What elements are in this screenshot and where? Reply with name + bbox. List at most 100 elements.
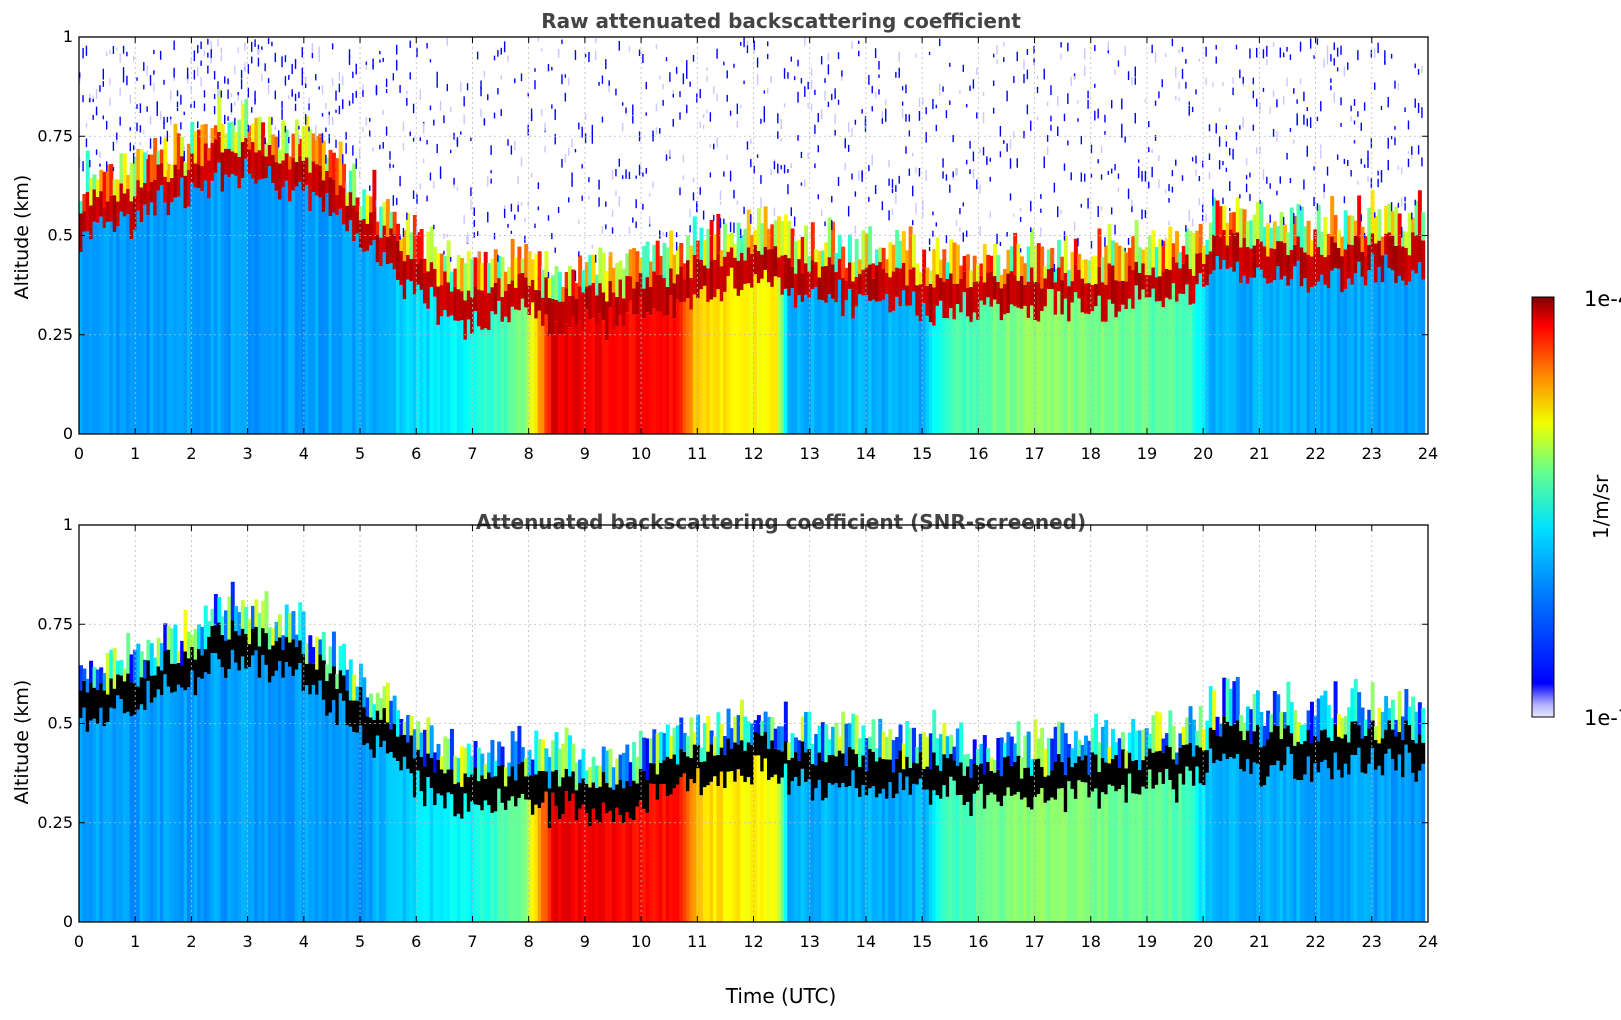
data-cell — [1158, 772, 1163, 922]
data-cell — [369, 749, 374, 922]
noise-cell — [1151, 148, 1153, 153]
data-cell — [1185, 284, 1190, 434]
data-cell — [1384, 753, 1389, 922]
data-cell — [1360, 251, 1365, 277]
data-cell — [1114, 791, 1119, 922]
data-cell — [844, 280, 849, 301]
noise-cell — [885, 108, 887, 115]
data-cell — [1144, 275, 1149, 298]
noise-cell — [743, 206, 745, 215]
noise-cell — [1235, 44, 1238, 50]
data-cell — [389, 228, 394, 264]
data-cell — [1104, 284, 1109, 322]
data-cell — [109, 195, 114, 222]
noise-cell — [331, 116, 334, 126]
data-cell — [962, 271, 967, 293]
noise-cell — [1340, 45, 1342, 55]
data-cell — [1377, 765, 1382, 922]
data-cell — [847, 722, 852, 747]
data-cell — [638, 768, 643, 801]
data-cell — [797, 785, 802, 922]
data-cell — [669, 295, 674, 434]
noise-cell — [213, 105, 216, 115]
data-cell — [429, 226, 434, 263]
data-cell — [945, 736, 950, 759]
noise-cell — [1036, 86, 1039, 94]
data-cell — [281, 160, 286, 188]
noise-cell — [1333, 42, 1335, 50]
data-cell — [723, 754, 728, 788]
data-cell — [267, 649, 272, 683]
data-cell — [1323, 729, 1328, 760]
data-cell — [989, 306, 994, 434]
data-cell — [551, 771, 556, 793]
data-cell — [831, 754, 836, 785]
data-cell — [686, 260, 691, 299]
noise-cell — [493, 55, 496, 61]
noise-cell — [338, 105, 341, 115]
noise-cell — [537, 182, 540, 190]
data-cell — [1107, 299, 1112, 434]
data-cell — [1289, 249, 1294, 280]
data-cell — [372, 210, 377, 241]
noise-cell — [385, 126, 388, 136]
noise-cell — [379, 59, 381, 63]
data-cell — [230, 620, 235, 650]
noise-cell — [834, 129, 836, 136]
data-cell — [1282, 243, 1287, 277]
data-cell — [1168, 710, 1173, 747]
noise-cell — [220, 54, 223, 62]
data-cell — [972, 312, 977, 434]
data-cell — [969, 777, 974, 816]
data-cell — [1266, 710, 1271, 740]
noise-cell — [662, 83, 664, 90]
data-cell — [686, 235, 691, 261]
data-cell — [1276, 226, 1281, 242]
data-cell — [1309, 742, 1314, 782]
noise-cell — [891, 188, 894, 194]
noise-cell — [92, 98, 94, 103]
noise-cell — [682, 175, 685, 180]
data-cell — [190, 153, 195, 183]
noise-cell — [1036, 75, 1039, 79]
data-cell — [277, 149, 282, 164]
noise-cell — [864, 122, 867, 132]
data-cell — [1067, 781, 1072, 922]
noise-cell — [1266, 59, 1268, 66]
noise-cell — [345, 131, 347, 140]
noise-cell — [1151, 44, 1153, 54]
noise-cell — [652, 134, 654, 142]
data-cell — [928, 322, 933, 434]
noise-cell — [372, 64, 374, 70]
noise-cell — [1080, 203, 1083, 208]
data-cell — [1313, 229, 1318, 254]
data-cell — [588, 319, 593, 434]
noise-cell — [348, 55, 351, 65]
data-cell — [736, 260, 741, 296]
data-cell — [1417, 770, 1422, 922]
data-cell — [530, 759, 535, 777]
data-cell — [1380, 255, 1385, 283]
data-cell — [912, 727, 916, 763]
noise-cell — [1191, 106, 1194, 113]
noise-cell — [1090, 240, 1093, 249]
noise-cell — [1390, 136, 1393, 140]
data-cell — [159, 185, 164, 434]
data-cell — [463, 773, 468, 794]
noise-cell — [790, 163, 792, 168]
data-cell — [304, 184, 309, 434]
data-cell — [598, 247, 603, 284]
noise-cell — [632, 217, 634, 223]
data-cell — [642, 318, 647, 434]
data-cell — [119, 699, 124, 922]
noise-cell — [756, 74, 759, 86]
data-cell — [1397, 275, 1402, 434]
data-cell — [928, 270, 933, 284]
data-cell — [1340, 256, 1345, 293]
data-cell — [888, 312, 893, 434]
data-cell — [918, 752, 923, 779]
noise-cell — [1171, 186, 1174, 193]
data-cell — [1144, 756, 1149, 789]
noise-cell — [119, 87, 121, 96]
noise-cell — [594, 50, 597, 61]
